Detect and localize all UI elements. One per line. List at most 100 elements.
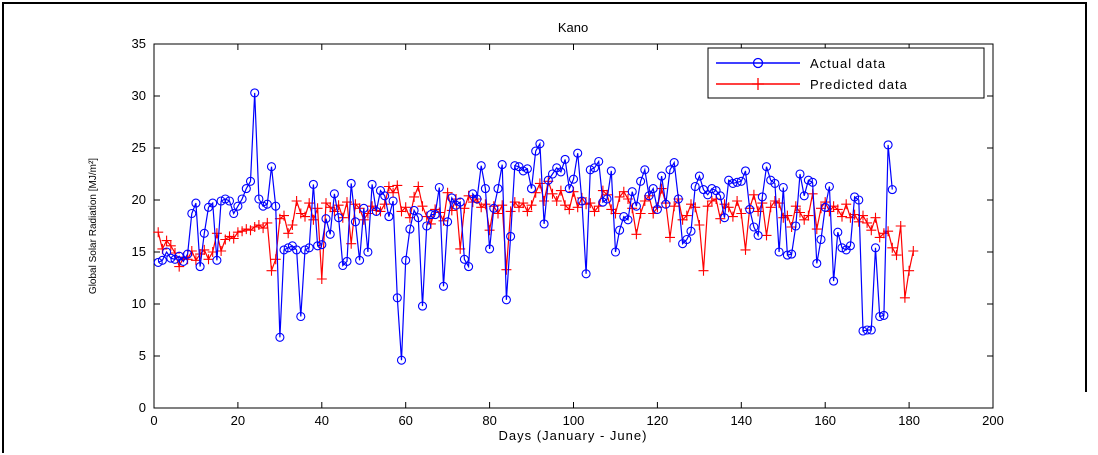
data-point-actual bbox=[422, 221, 432, 231]
data-point-actual bbox=[594, 156, 604, 167]
data-point-predicted bbox=[560, 200, 571, 211]
data-point-actual bbox=[153, 257, 163, 267]
data-point-predicted bbox=[895, 221, 906, 231]
data-point-predicted bbox=[618, 186, 629, 197]
frame-top-border bbox=[2, 2, 1087, 4]
data-point-actual bbox=[313, 241, 323, 251]
data-point-predicted bbox=[887, 242, 898, 253]
chart-title: Kano bbox=[558, 20, 588, 35]
data-point-actual bbox=[254, 194, 264, 204]
data-point-actual bbox=[258, 201, 268, 211]
data-point-actual bbox=[199, 228, 209, 238]
data-point-actual bbox=[879, 310, 889, 320]
legend-box bbox=[707, 47, 985, 99]
data-point-actual bbox=[585, 165, 595, 175]
data-point-predicted bbox=[161, 235, 172, 246]
data-point-actual bbox=[665, 165, 675, 175]
data-point-actual bbox=[686, 226, 696, 236]
data-point-actual bbox=[761, 162, 772, 172]
data-point-actual bbox=[636, 176, 646, 186]
data-point-actual bbox=[573, 148, 583, 158]
data-point-predicted bbox=[585, 198, 596, 209]
data-point-predicted bbox=[849, 209, 860, 220]
data-point-predicted bbox=[878, 228, 889, 239]
data-point-predicted bbox=[518, 198, 529, 209]
data-point-actual bbox=[350, 217, 360, 227]
data-point-actual bbox=[732, 177, 742, 187]
data-point-actual bbox=[707, 184, 717, 194]
data-point-predicted bbox=[262, 217, 273, 228]
data-point-predicted bbox=[769, 196, 780, 206]
data-point-predicted bbox=[224, 231, 235, 242]
data-point-actual bbox=[359, 203, 369, 213]
data-point-actual bbox=[770, 178, 780, 188]
data-point-predicted bbox=[321, 198, 331, 209]
data-point-actual bbox=[413, 213, 423, 223]
data-point-actual bbox=[187, 208, 197, 219]
x-axis-label: Days (January - June) bbox=[499, 428, 648, 443]
data-point-predicted bbox=[539, 196, 550, 206]
data-point-actual bbox=[623, 215, 633, 225]
data-point-predicted bbox=[832, 204, 843, 215]
data-point-actual bbox=[300, 245, 310, 255]
data-point-actual bbox=[610, 247, 621, 257]
data-point-predicted bbox=[639, 196, 650, 206]
data-point-actual bbox=[753, 230, 763, 240]
data-point-actual bbox=[652, 204, 662, 214]
data-point-actual bbox=[162, 247, 172, 257]
data-point-predicted bbox=[790, 201, 801, 212]
data-point-actual bbox=[308, 179, 318, 189]
data-point-predicted bbox=[379, 199, 390, 210]
data-point-actual bbox=[518, 166, 528, 176]
data-point-actual bbox=[417, 301, 428, 311]
data-point-predicted bbox=[698, 265, 709, 276]
data-point-actual bbox=[719, 213, 730, 223]
data-point-predicted bbox=[765, 202, 776, 213]
data-point-actual bbox=[178, 256, 188, 266]
data-point-predicted bbox=[484, 225, 495, 236]
data-point-actual bbox=[157, 255, 167, 265]
data-point-actual bbox=[606, 166, 616, 176]
series-layer bbox=[153, 88, 919, 365]
data-point-predicted bbox=[891, 250, 902, 261]
data-point-predicted bbox=[606, 204, 617, 215]
data-point-actual bbox=[443, 217, 453, 227]
data-point-predicted bbox=[312, 203, 323, 214]
data-point-actual bbox=[464, 262, 474, 272]
data-point-actual bbox=[392, 293, 402, 303]
data-point-actual bbox=[657, 171, 667, 181]
data-point-predicted bbox=[841, 199, 852, 210]
data-point-actual bbox=[640, 165, 650, 175]
data-point-actual bbox=[229, 208, 239, 219]
data-point-predicted bbox=[732, 196, 743, 206]
data-point-predicted bbox=[291, 196, 302, 206]
data-point-actual bbox=[409, 205, 419, 215]
data-point-actual bbox=[485, 244, 495, 254]
data-point-actual bbox=[191, 198, 201, 208]
x-tick-label: 60 bbox=[398, 413, 412, 428]
series-line-actual bbox=[157, 92, 893, 361]
data-point-actual bbox=[430, 210, 440, 220]
y-tick-label: 20 bbox=[132, 192, 146, 207]
data-point-actual bbox=[426, 210, 436, 220]
data-point-predicted bbox=[195, 249, 206, 260]
data-point-actual bbox=[782, 250, 792, 260]
data-point-predicted bbox=[283, 228, 294, 239]
data-point-actual bbox=[334, 213, 344, 223]
data-point-actual bbox=[237, 194, 247, 204]
data-point-predicted bbox=[203, 254, 214, 265]
data-point-predicted bbox=[249, 222, 260, 232]
data-point-actual bbox=[824, 181, 834, 192]
x-tick-label: 200 bbox=[982, 413, 1004, 428]
data-point-predicted bbox=[266, 265, 277, 276]
legend-marker-actual bbox=[752, 57, 764, 69]
data-point-predicted bbox=[669, 201, 680, 212]
data-point-predicted bbox=[497, 200, 508, 211]
data-point-actual bbox=[690, 181, 700, 192]
data-point-predicted bbox=[383, 181, 394, 192]
data-point-predicted bbox=[350, 199, 361, 210]
data-point-predicted bbox=[409, 191, 420, 202]
data-point-predicted bbox=[442, 187, 453, 198]
y-tick-label: 0 bbox=[139, 400, 146, 415]
